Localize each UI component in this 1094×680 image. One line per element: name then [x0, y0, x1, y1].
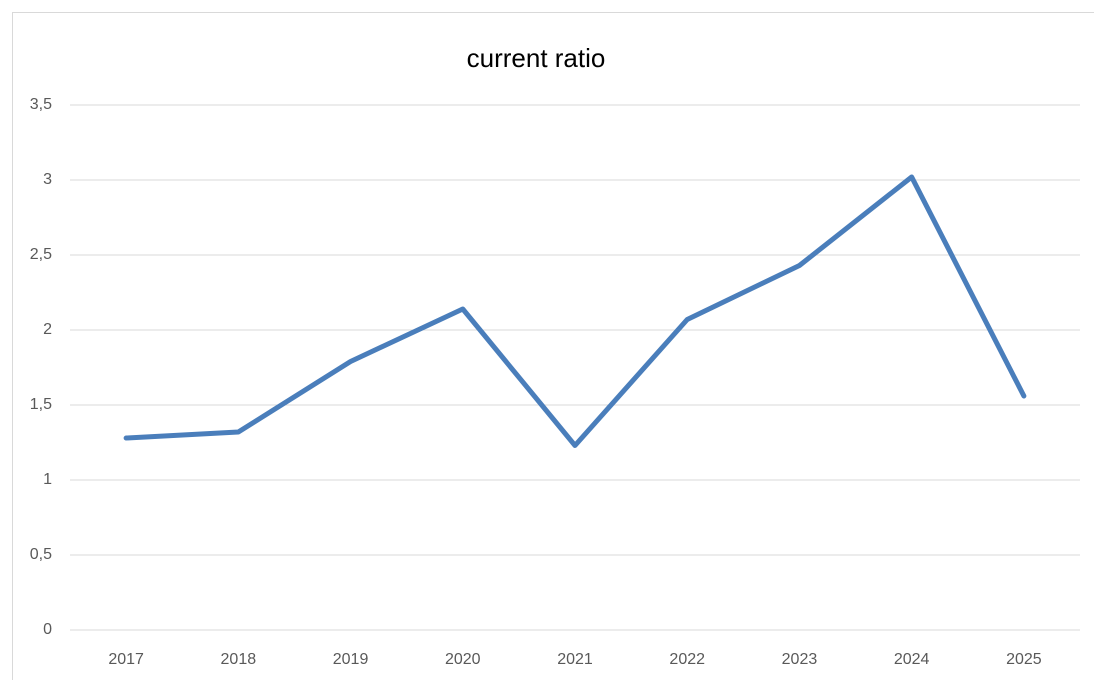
x-tick-label: 2021 — [557, 651, 593, 668]
x-tick-label: 2024 — [894, 651, 930, 668]
x-tick-label: 2018 — [221, 651, 257, 668]
x-tick-label: 2017 — [108, 651, 144, 668]
y-tick-label: 3 — [43, 171, 52, 188]
y-tick-label: 2,5 — [30, 246, 52, 263]
y-tick-label: 3,5 — [30, 96, 52, 113]
y-tick-label: 2 — [43, 321, 52, 338]
y-tick-label: 0 — [43, 621, 52, 638]
x-tick-label: 2023 — [782, 651, 818, 668]
y-tick-label: 1 — [43, 471, 52, 488]
x-tick-label: 2019 — [333, 651, 369, 668]
x-tick-label: 2025 — [1006, 651, 1042, 668]
y-tick-label: 0,5 — [30, 546, 52, 563]
y-tick-label: 1,5 — [30, 396, 52, 413]
x-tick-label: 2020 — [445, 651, 481, 668]
chart-title: current ratio — [467, 43, 606, 73]
x-tick-label: 2022 — [669, 651, 705, 668]
chart-frame — [12, 12, 1094, 680]
line-series — [123, 174, 1027, 448]
